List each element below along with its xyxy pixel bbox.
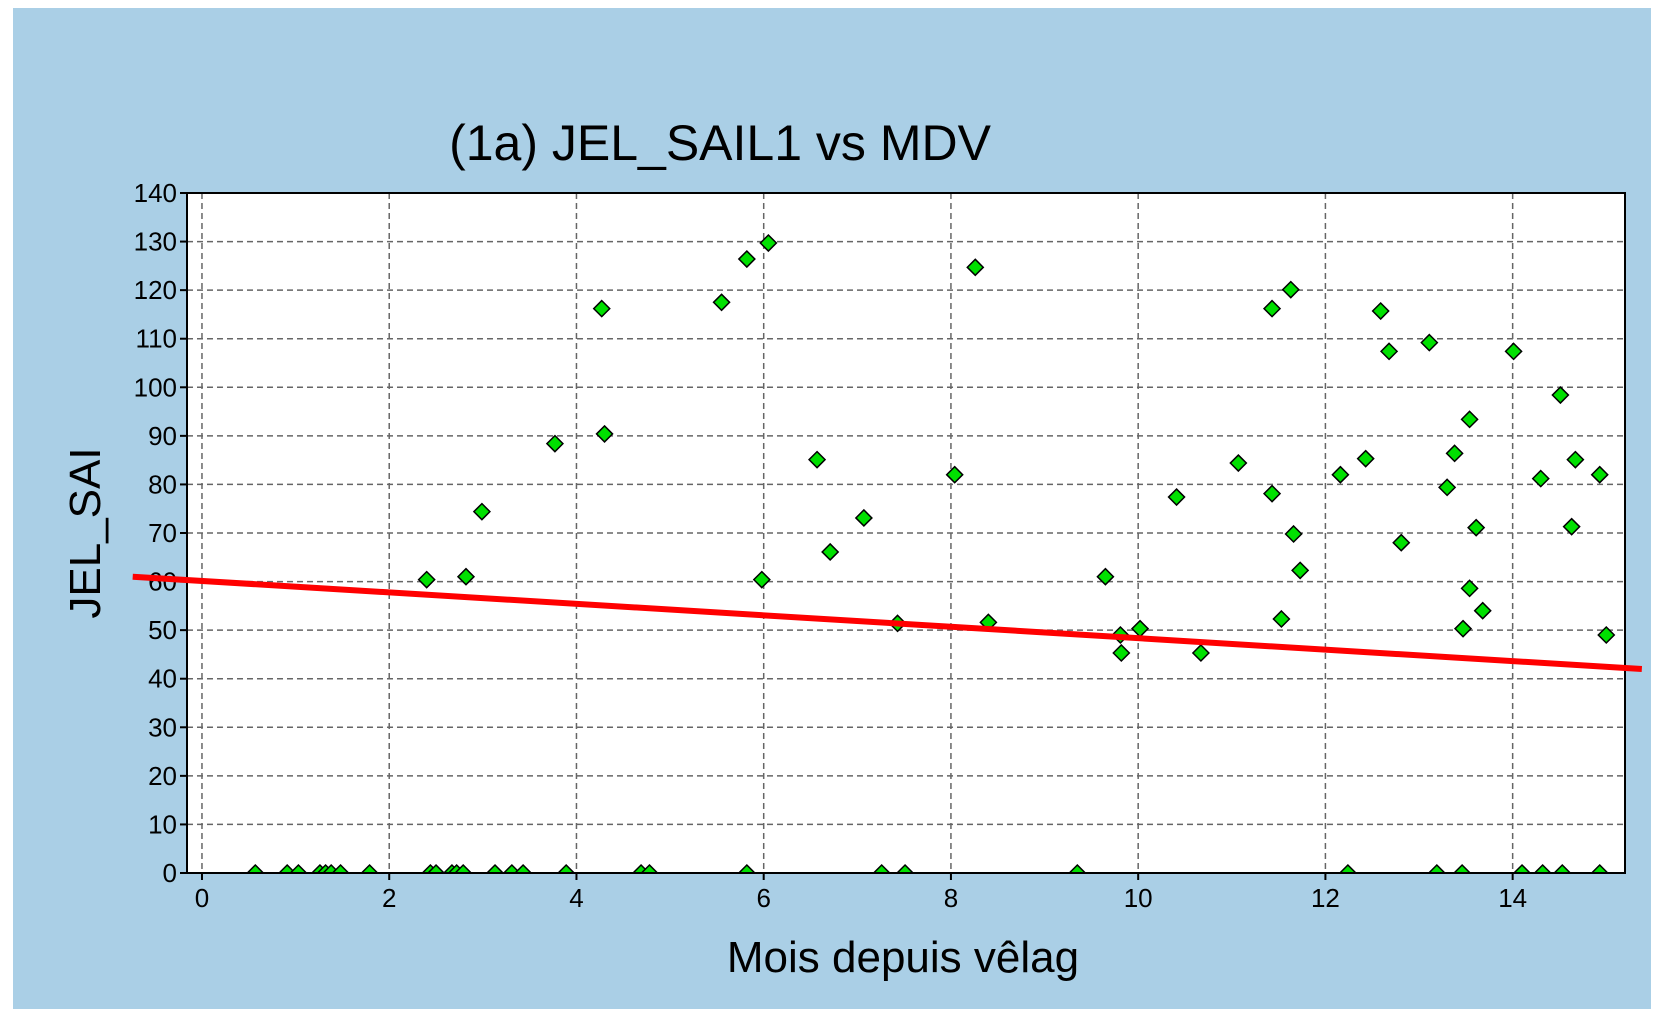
point (1566, 450, 1585, 469)
y-tick-label: 20 (148, 761, 177, 791)
point (1096, 567, 1115, 586)
point (514, 863, 533, 873)
point (854, 508, 873, 528)
point (737, 249, 756, 269)
point (1460, 410, 1479, 429)
point (1068, 863, 1087, 873)
point (1356, 449, 1375, 468)
plot-background (187, 193, 1625, 873)
point (640, 863, 659, 873)
x-tick-label: 10 (1124, 883, 1153, 913)
y-tick-label: 80 (148, 469, 177, 499)
point (1590, 465, 1609, 484)
point (1533, 863, 1552, 873)
y-tick-label: 40 (148, 664, 177, 694)
point (454, 863, 473, 873)
point (1467, 518, 1486, 537)
point (1262, 299, 1282, 318)
point (1438, 478, 1457, 497)
y-tick-label: 0 (163, 858, 177, 888)
point (1453, 863, 1472, 873)
point (456, 567, 476, 586)
point (1229, 453, 1248, 473)
point (1331, 465, 1350, 484)
trend-line (132, 573, 1643, 672)
point (1512, 863, 1532, 873)
point (592, 299, 611, 318)
x-tick-label: 12 (1311, 883, 1340, 913)
point (1291, 561, 1310, 580)
point (545, 434, 564, 453)
point (1427, 863, 1446, 873)
point (472, 502, 491, 521)
point (1420, 333, 1439, 352)
point (759, 233, 778, 253)
point (1590, 863, 1609, 873)
x-tick-label: 8 (944, 883, 958, 913)
point (1167, 487, 1186, 507)
x-tick-label: 2 (382, 883, 396, 913)
grid (187, 192, 1625, 874)
point (1272, 609, 1291, 629)
y-tick-label: 110 (136, 324, 177, 354)
x-tick-label: 6 (756, 883, 770, 913)
point (485, 863, 505, 873)
point (289, 863, 308, 873)
point (1453, 619, 1473, 638)
x-tick-label: 4 (569, 883, 583, 913)
point (1504, 342, 1523, 361)
point (712, 293, 731, 312)
point (1281, 280, 1300, 299)
y-tick-label: 70 (148, 518, 177, 548)
y-tick-label: 130 (134, 227, 177, 257)
point (1460, 579, 1479, 598)
y-tick-label: 100 (134, 372, 177, 402)
point (417, 570, 436, 589)
x-tick-label: 0 (195, 883, 209, 913)
point (752, 570, 771, 589)
point (1191, 643, 1210, 663)
point (1562, 517, 1581, 536)
x-axis-label: Mois depuis vêlag (727, 933, 1079, 982)
point (246, 863, 265, 873)
y-axis-label: JEL_SAI (61, 447, 110, 618)
point (821, 542, 840, 562)
y-tick-label: 140 (134, 178, 177, 208)
y-tick-label: 30 (148, 712, 177, 742)
point (808, 450, 827, 469)
point (557, 863, 576, 873)
point (331, 863, 350, 873)
point (1597, 625, 1616, 645)
point (1380, 342, 1399, 361)
point (737, 863, 756, 873)
point (1445, 444, 1464, 463)
point (945, 465, 964, 484)
y-tick-label: 120 (134, 275, 177, 305)
point (966, 258, 985, 277)
point (1551, 385, 1570, 405)
point (595, 424, 614, 443)
y-tick-label: 50 (148, 615, 177, 645)
point (1112, 643, 1131, 663)
point (1262, 484, 1282, 503)
point (896, 863, 915, 873)
y-tick-label: 90 (148, 421, 177, 451)
chart-title: (1a) JEL_SAIL1 vs MDV (449, 115, 992, 171)
point (360, 863, 379, 873)
point (1531, 469, 1550, 488)
point (872, 863, 891, 873)
y-tick-label: 10 (148, 809, 177, 839)
point (1473, 601, 1492, 620)
point (1338, 863, 1357, 873)
point (1392, 533, 1411, 552)
point (1284, 524, 1303, 544)
point (426, 863, 446, 873)
point (1371, 301, 1390, 321)
x-tick-label: 14 (1498, 883, 1527, 913)
point (1553, 863, 1572, 873)
